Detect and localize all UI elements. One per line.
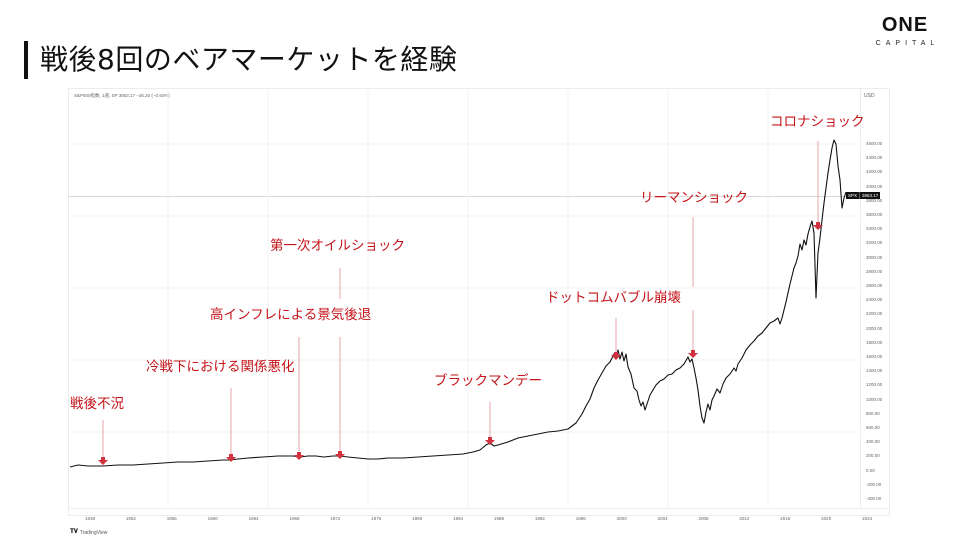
annotation-oil-shock: 第一次オイルショック [270, 238, 405, 254]
y-axis-tick: 3800.00 [866, 197, 883, 203]
x-axis-tick: 2008 [698, 516, 709, 521]
x-axis-tick: 1960 [207, 516, 218, 521]
time-axis-divider [68, 508, 890, 509]
price-tag-symbol: SPX [846, 192, 861, 199]
y-axis-tick: 800.00 [866, 410, 880, 416]
y-axis-tick: 1800.00 [866, 339, 883, 345]
y-axis-tick: 2800.00 [866, 268, 883, 274]
chart-border [68, 88, 890, 516]
x-axis-tick: 1984 [453, 516, 464, 521]
sp500-price-line [69, 139, 847, 468]
y-axis-tick: 4000.00 [866, 183, 883, 189]
y-axis-tick: 1200.00 [866, 382, 883, 388]
grid-lines [68, 88, 860, 508]
annotation-high-inflation: 高インフレによる景気後退 [210, 307, 372, 323]
tradingview-icon: 𝐓𝐕 [70, 529, 78, 535]
y-axis-tick: 2200.00 [866, 311, 883, 317]
annotation-black-monday: ブラックマンデー [434, 373, 542, 389]
x-axis-tick: 1938 [84, 516, 96, 521]
page-title: 戦後8回のベアマーケットを経験 [40, 43, 458, 76]
x-axis-tick: 1992 [534, 516, 545, 521]
annotation-dotcom-bubble: ドットコムバブル崩壊 [546, 290, 681, 306]
annotation-cold-war: 冷戦下における関係悪化 [146, 359, 295, 375]
y-axis-tick: 1400.00 [866, 368, 883, 374]
price-axis-divider [860, 88, 861, 508]
y-axis-tick: 600.00 [866, 425, 880, 430]
y-axis-tick: 4600.00 [866, 141, 883, 146]
y-axis-tick: 4200.00 [866, 169, 883, 175]
y-axis-tick: 1000.00 [866, 396, 883, 402]
x-axis-tick: 1952 [125, 516, 136, 521]
x-axis-tick: 1972 [330, 516, 341, 521]
x-axis-tick: 1996 [575, 516, 586, 521]
annotation-postwar-recession: 戦後不況 [70, 396, 124, 412]
chart-symbol-info: S&P500指数, 1週, SP 3863.17 −36.20 (−0.93%) [74, 93, 170, 98]
x-axis-tick: 1980 [412, 516, 423, 521]
one-capital-logo: ONE CAPITAL [860, 14, 950, 47]
y-axis-tick: 2600.00 [866, 283, 883, 288]
price-tag-value: 3863.17 [862, 193, 879, 198]
y-axis-tick: 4400.00 [866, 155, 883, 161]
x-axis-tick: 2000 [616, 516, 627, 521]
y-axis-tick: 2000.00 [866, 325, 883, 331]
logo-sub-text: CAPITAL [875, 40, 940, 47]
y-axis-tick: 3000.00 [866, 254, 883, 260]
x-axis-tick: 2012 [739, 516, 750, 521]
tradingview-label: TradingView [79, 529, 108, 536]
x-axis-tick: 2016 [780, 516, 791, 521]
y-axis-tick: 3200.00 [866, 240, 883, 246]
x-axis-tick: 1968 [289, 516, 300, 521]
currency-label: USD [864, 93, 875, 99]
y-axis-tick: -400.00 [866, 496, 882, 501]
title-accent-bar [24, 41, 28, 79]
annotation-lehman-shock: リーマンショック [640, 190, 748, 206]
x-axis-tick: 1976 [371, 516, 382, 521]
x-axis-tick: 1956 [166, 516, 177, 521]
y-axis-tick: 1600.00 [866, 354, 883, 359]
x-axis-tick: 2004 [657, 516, 668, 521]
crosshair-line [68, 196, 846, 197]
price-chart-plot[interactable] [68, 88, 890, 528]
chart-area: S&P500指数, 1週, SP 3863.17 −36.20 (−0.93%)… [68, 88, 890, 528]
y-axis-tick: 400.00 [866, 439, 880, 445]
current-price-tag: SPX 3863.17 [846, 192, 881, 199]
x-axis-tick: 1988 [493, 516, 505, 521]
x-axis-tick: 1964 [248, 516, 259, 521]
annotation-covid-shock: コロナショック [770, 114, 865, 130]
x-axis-tick: 2020 [821, 516, 832, 521]
y-axis-tick: 3400.00 [866, 226, 883, 232]
x-axis-tick: 2024 [862, 516, 873, 521]
logo-main-text: ONE [881, 14, 929, 36]
y-axis-tick: 3600.00 [866, 212, 883, 217]
tradingview-watermark: 𝐓𝐕 TradingView [70, 529, 107, 536]
y-axis-tick: 0.00 [866, 467, 875, 473]
y-axis-tick: 200.00 [866, 453, 880, 459]
y-axis-tick: -200.00 [866, 481, 882, 487]
y-axis-tick: 2400.00 [866, 297, 883, 303]
